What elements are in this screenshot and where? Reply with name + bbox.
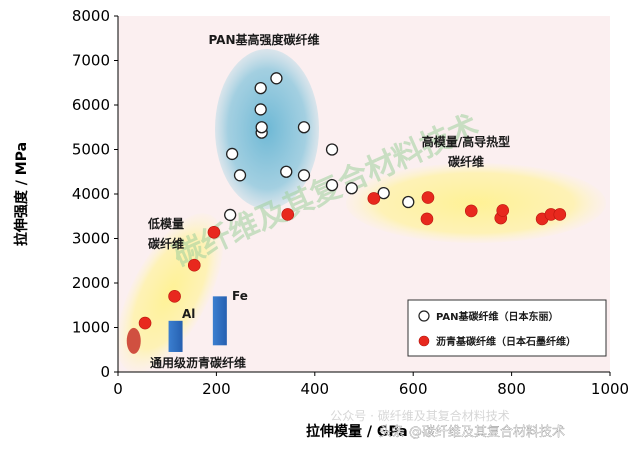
pan-point <box>254 103 267 116</box>
pitch-point <box>421 191 435 204</box>
pan-point <box>325 143 339 156</box>
pan-point <box>297 121 311 134</box>
metal-bars <box>168 296 227 352</box>
legend-pitch-marker <box>418 335 430 347</box>
pitch-point <box>138 316 152 330</box>
fe-label: Fe <box>232 289 248 303</box>
y-tick-label: 7000 <box>72 52 110 70</box>
legend-box <box>407 299 607 357</box>
pitch-point <box>553 208 567 221</box>
x-tick-label: 400 <box>300 380 329 398</box>
x-tick-label: 1000 <box>591 380 629 398</box>
pan-point <box>254 81 267 95</box>
low-modulus-label-line1: 低模量 <box>147 216 184 231</box>
fe-strength-bar <box>212 296 227 346</box>
y-tick-label: 8000 <box>72 7 110 25</box>
pan-point <box>325 178 339 192</box>
watermark-bottom-text: 头条 @碳纤维及其复合材料技术 <box>379 424 565 440</box>
pitch-point <box>187 258 201 272</box>
legend-pan-label: PAN基碳纤维（日本东丽） <box>436 310 559 323</box>
pan-point <box>345 182 358 195</box>
general-pitch-marker <box>126 327 141 354</box>
general-pitch-label: 通用级沥青碳纤维 <box>150 355 246 370</box>
x-tick-label: 600 <box>399 380 428 398</box>
pitch-point <box>496 204 510 217</box>
y-axis-label: 拉伸强度 / MPa <box>13 142 30 246</box>
y-tick-label: 1000 <box>72 319 110 337</box>
x-tick-label: 0 <box>113 380 123 398</box>
data-points <box>126 72 567 354</box>
legend-pitch-label: 沥青基碳纤维（日本石墨纤维） <box>436 335 576 348</box>
pitch-point <box>168 290 181 303</box>
pitch-point <box>207 225 221 239</box>
pitch-point <box>281 208 295 221</box>
pan-point <box>402 195 415 209</box>
high-modulus-label-line2: 碳纤维 <box>448 154 484 169</box>
pan-point <box>224 208 237 222</box>
axis-ticks: 0 200 400 600 800 1000 0 1000 2000 3000 4000 5000 60… <box>72 7 629 398</box>
pan-point <box>297 169 311 182</box>
pitch-point <box>420 212 434 226</box>
al-label: Al <box>182 307 195 321</box>
y-tick-label: 2000 <box>72 274 110 292</box>
high-modulus-label-line1: 高模量/高导热型 <box>422 134 510 149</box>
watermark-faded-text: 公众号 · 碳纤维及其复合材料技术 <box>330 408 509 423</box>
x-axis-label: 拉伸模量 / GPa <box>306 423 408 440</box>
y-tick-label: 0 <box>100 363 110 381</box>
al-strength-bar <box>168 320 183 352</box>
legend-pan-marker <box>418 310 430 322</box>
pan-point <box>225 147 239 161</box>
x-tick-label: 800 <box>497 380 526 398</box>
x-tick-label: 200 <box>202 380 231 398</box>
pan-point <box>233 169 247 182</box>
legend: PAN基碳纤维（日本东丽） 沥青基碳纤维（日本石墨纤维） <box>407 299 607 357</box>
pitch-point <box>367 192 381 205</box>
y-tick-label: 4000 <box>72 185 110 203</box>
pan-region-label: PAN基高强度碳纤维 <box>208 32 319 47</box>
pitch-point <box>464 204 478 218</box>
pan-point <box>270 72 283 85</box>
pan-point <box>255 121 268 134</box>
low-modulus-label-line2: 碳纤维 <box>148 236 184 251</box>
pan-point <box>377 186 390 200</box>
y-tick-label: 3000 <box>72 230 110 248</box>
y-tick-label: 6000 <box>72 96 110 114</box>
pan-point <box>280 165 293 178</box>
y-tick-label: 5000 <box>72 141 110 159</box>
